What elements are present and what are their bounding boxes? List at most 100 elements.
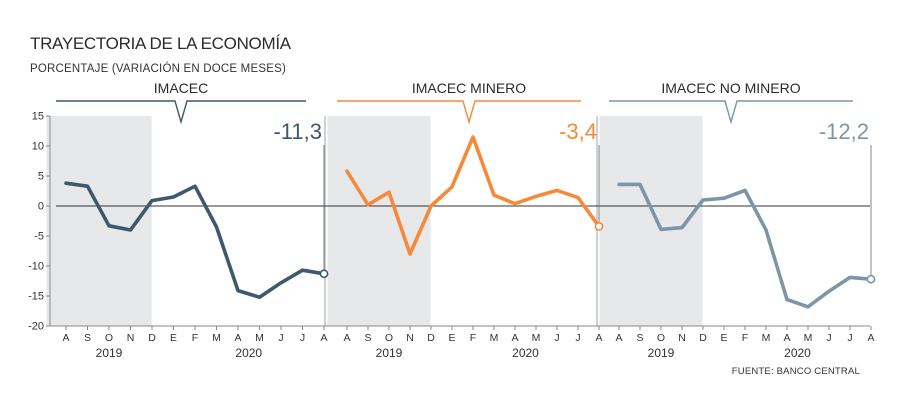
x-tick-label: M <box>804 332 813 344</box>
data-point-3-4 <box>680 226 684 229</box>
data-point-2-3 <box>387 191 391 194</box>
x-tick-label: J <box>278 332 283 344</box>
data-point-2-10 <box>534 195 538 198</box>
year-label-2020: 2020 <box>235 346 262 360</box>
y-tick-label: 15 <box>32 111 44 123</box>
y-tick-label: -20 <box>28 321 44 333</box>
x-tick-label: J <box>847 332 852 344</box>
data-point-3-3 <box>659 228 663 231</box>
x-tick-label: J <box>554 332 559 344</box>
y-tick-label: -10 <box>28 261 44 273</box>
y-tick-label: 5 <box>38 171 44 183</box>
x-tick-label: A <box>343 332 350 344</box>
y-tick-label: 10 <box>32 141 44 153</box>
x-tick-label: M <box>532 332 541 344</box>
last-value-label-2: -3,4 <box>559 119 597 144</box>
data-point-1-2 <box>86 185 89 188</box>
data-point-3-9 <box>785 298 789 301</box>
data-point-1-10 <box>258 296 261 299</box>
data-point-1-6 <box>172 195 175 199</box>
data-point-2-11 <box>555 189 559 192</box>
shaded-region-1 <box>46 116 152 326</box>
x-tick-label: M <box>212 332 221 344</box>
year-label-2019: 2019 <box>376 346 403 360</box>
data-point-2-1 <box>345 170 349 173</box>
data-point-1-9 <box>236 289 240 292</box>
data-point-2-9 <box>513 202 517 205</box>
data-point-3-7 <box>743 189 747 192</box>
x-tick-label: J <box>300 332 305 344</box>
chart-title: TRAYECTORIA DE LA ECONOMÍA <box>30 34 291 53</box>
last-point-marker-3 <box>866 274 876 284</box>
x-tick-label: M <box>490 332 499 344</box>
data-point-3-8 <box>764 228 768 232</box>
data-point-2-4 <box>408 252 412 256</box>
data-point-3-5 <box>701 198 705 202</box>
last-value-label-3: -12,2 <box>819 119 869 144</box>
data-point-3-12 <box>848 276 852 279</box>
data-point-1-4 <box>129 228 132 232</box>
x-tick-label: A <box>595 332 602 344</box>
year-label-2020: 2020 <box>784 346 811 360</box>
x-tick-label: A <box>783 332 790 344</box>
shaded-region-2 <box>327 116 431 326</box>
x-tick-label: E <box>170 332 177 344</box>
x-tick-label: O <box>657 332 665 344</box>
x-tick-label: M <box>762 332 771 344</box>
x-tick-label: D <box>427 332 435 344</box>
last-point-marker-2 <box>594 221 604 231</box>
panel-title-1: IMACEC <box>154 80 208 96</box>
data-point-2-12 <box>576 196 580 199</box>
data-point-2-7 <box>471 135 475 139</box>
x-tick-label: S <box>84 332 91 344</box>
last-point-marker-1 <box>319 269 329 279</box>
panel-header-rule-2 <box>337 100 581 125</box>
data-point-3-1 <box>617 183 621 186</box>
x-tick-label: A <box>320 332 327 344</box>
data-point-1-7 <box>193 185 197 188</box>
x-tick-label: O <box>385 332 393 344</box>
panel-title-3: IMACEC NO MINERO <box>661 80 800 96</box>
chart-subtitle: PORCENTAJE (VARIACIÓN EN DOCE MESES) <box>30 63 286 75</box>
chart-source: FUENTE: BANCO CENTRAL <box>731 366 860 377</box>
y-tick-label: -15 <box>28 291 44 303</box>
x-tick-label: A <box>62 332 69 344</box>
x-tick-label: A <box>234 332 241 344</box>
x-tick-label: D <box>699 332 707 344</box>
data-point-2-5 <box>429 204 433 208</box>
y-tick-label: 0 <box>38 201 44 213</box>
panel-header-rule-3 <box>609 100 853 125</box>
x-tick-label: N <box>127 332 135 344</box>
data-point-2-8 <box>492 194 496 197</box>
data-point-3-6 <box>722 197 726 200</box>
x-tick-label: M <box>255 332 264 344</box>
data-point-1-11 <box>279 281 283 284</box>
data-point-3-11 <box>827 290 831 293</box>
panel-header-rule-1 <box>56 100 306 125</box>
x-tick-label: E <box>448 332 455 344</box>
x-tick-label: J <box>826 332 831 344</box>
data-point-2-6 <box>450 185 454 188</box>
x-tick-label: A <box>615 332 622 344</box>
x-tick-label: J <box>575 332 580 344</box>
y-tick-label: -5 <box>34 231 44 243</box>
data-point-3-2 <box>638 183 642 186</box>
year-label-2020: 2020 <box>512 346 539 360</box>
x-tick-label: A <box>511 332 518 344</box>
x-tick-label: S <box>364 332 371 344</box>
data-point-3-10 <box>806 305 810 308</box>
year-label-2019: 2019 <box>648 346 675 360</box>
x-tick-label: O <box>105 332 113 344</box>
x-tick-label: S <box>636 332 643 344</box>
x-tick-label: A <box>867 332 874 344</box>
data-point-1-12 <box>301 269 304 272</box>
data-point-1-1 <box>64 182 68 185</box>
year-label-2019: 2019 <box>96 346 123 360</box>
data-point-2-2 <box>366 203 370 206</box>
last-value-label-1: -11,3 <box>273 119 322 144</box>
data-point-1-5 <box>150 199 154 202</box>
panel-title-2: IMACEC MINERO <box>412 80 526 96</box>
data-point-1-8 <box>215 225 218 229</box>
